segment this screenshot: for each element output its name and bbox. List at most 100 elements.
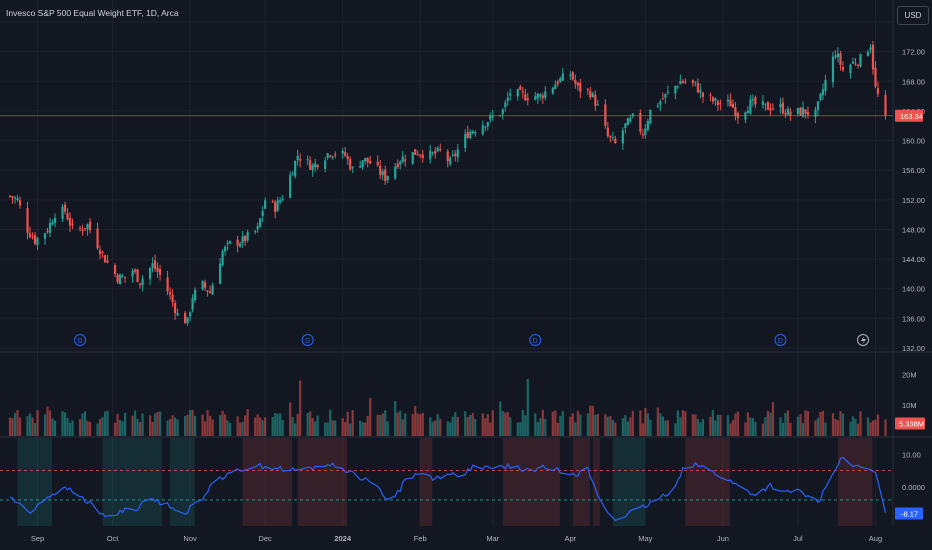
candle[interactable] xyxy=(554,84,557,90)
candle[interactable] xyxy=(679,81,682,85)
candle[interactable] xyxy=(614,138,617,143)
candle[interactable] xyxy=(874,67,877,87)
candle[interactable] xyxy=(261,210,264,216)
candle[interactable] xyxy=(36,237,39,245)
candle[interactable] xyxy=(469,131,472,139)
candle[interactable] xyxy=(439,148,442,150)
candle[interactable] xyxy=(876,88,880,94)
candle[interactable] xyxy=(526,98,529,101)
candle[interactable] xyxy=(226,242,229,245)
candle[interactable] xyxy=(314,163,317,168)
candle[interactable] xyxy=(729,99,732,107)
candle[interactable] xyxy=(491,115,494,118)
candle[interactable] xyxy=(611,137,614,139)
candle[interactable] xyxy=(506,97,509,102)
candle[interactable] xyxy=(521,91,524,93)
candle[interactable] xyxy=(801,107,805,117)
candle[interactable] xyxy=(48,222,52,233)
candle[interactable] xyxy=(664,93,667,98)
candle[interactable] xyxy=(18,200,22,206)
candle[interactable] xyxy=(209,291,212,293)
candle[interactable] xyxy=(779,103,782,108)
candle[interactable] xyxy=(33,234,37,244)
candle[interactable] xyxy=(11,196,14,198)
candle[interactable] xyxy=(884,94,887,116)
candle[interactable] xyxy=(769,108,772,111)
candle[interactable] xyxy=(556,81,559,85)
candle[interactable] xyxy=(118,274,122,285)
candle[interactable] xyxy=(326,153,329,158)
candle[interactable] xyxy=(814,109,817,118)
candle[interactable] xyxy=(211,285,214,295)
candle[interactable] xyxy=(148,267,152,280)
candle[interactable] xyxy=(831,56,835,83)
candle[interactable] xyxy=(869,47,872,50)
candle[interactable] xyxy=(221,251,224,266)
candle[interactable] xyxy=(856,64,860,66)
candle[interactable] xyxy=(189,312,192,317)
candle[interactable] xyxy=(229,241,232,244)
candle[interactable] xyxy=(646,121,649,130)
candle[interactable] xyxy=(349,159,352,170)
candle[interactable] xyxy=(871,44,875,70)
candle[interactable] xyxy=(411,152,414,164)
candle[interactable] xyxy=(824,79,827,92)
candle[interactable] xyxy=(123,276,127,278)
candle[interactable] xyxy=(766,102,770,110)
candle[interactable] xyxy=(711,97,714,102)
candle[interactable] xyxy=(419,154,422,156)
candle[interactable] xyxy=(394,166,397,179)
candle[interactable] xyxy=(806,111,810,115)
candle[interactable] xyxy=(141,278,144,286)
candle[interactable] xyxy=(43,233,47,239)
candle[interactable] xyxy=(834,55,837,58)
candle[interactable] xyxy=(484,126,487,128)
candle[interactable] xyxy=(86,224,89,230)
candle[interactable] xyxy=(659,101,662,105)
candle[interactable] xyxy=(271,201,274,203)
candle[interactable] xyxy=(289,174,292,198)
candle[interactable] xyxy=(274,202,277,212)
candle[interactable] xyxy=(26,208,29,233)
candle[interactable] xyxy=(621,130,624,144)
candle[interactable] xyxy=(51,222,54,225)
candle[interactable] xyxy=(8,195,12,197)
candle[interactable] xyxy=(281,198,284,201)
candle[interactable] xyxy=(501,109,504,115)
candle[interactable] xyxy=(434,150,437,154)
candle[interactable] xyxy=(276,200,279,212)
candle[interactable] xyxy=(236,239,239,246)
candle[interactable] xyxy=(401,156,404,163)
candle[interactable] xyxy=(351,167,354,169)
candle[interactable] xyxy=(486,122,489,127)
candle[interactable] xyxy=(344,152,347,156)
candle[interactable] xyxy=(626,118,629,126)
candle[interactable] xyxy=(399,161,402,165)
candle[interactable] xyxy=(341,150,344,154)
candle[interactable] xyxy=(101,251,104,253)
candle[interactable] xyxy=(446,151,449,162)
candle[interactable] xyxy=(386,176,389,181)
candle[interactable] xyxy=(859,54,862,67)
candle[interactable] xyxy=(471,131,474,134)
candle[interactable] xyxy=(609,135,612,138)
candle[interactable] xyxy=(254,230,257,232)
candle[interactable] xyxy=(764,103,767,105)
candle[interactable] xyxy=(98,250,102,255)
candle[interactable] xyxy=(719,103,722,105)
candle[interactable] xyxy=(516,89,519,97)
candle[interactable] xyxy=(83,228,87,230)
candle[interactable] xyxy=(544,91,547,98)
candle[interactable] xyxy=(133,269,137,272)
candle[interactable] xyxy=(71,223,74,226)
candle[interactable] xyxy=(821,89,825,96)
candle[interactable] xyxy=(781,102,785,114)
candle[interactable] xyxy=(676,86,679,88)
candle[interactable] xyxy=(624,123,627,128)
candle[interactable] xyxy=(414,149,417,155)
candle[interactable] xyxy=(799,107,802,116)
candle[interactable] xyxy=(13,197,17,199)
candle[interactable] xyxy=(589,90,592,98)
candle[interactable] xyxy=(551,87,554,94)
